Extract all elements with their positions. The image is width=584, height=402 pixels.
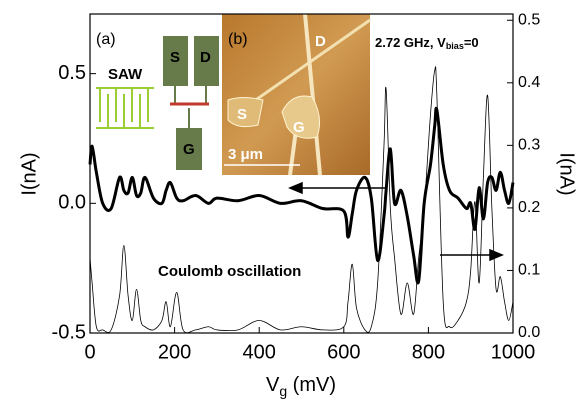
arrows: [290, 183, 502, 260]
wires: [175, 86, 206, 128]
y-axis-title: I(nA): [18, 152, 40, 195]
panel-label: (a): [96, 31, 116, 48]
box-label: G: [183, 141, 195, 158]
x-tick-label: 400: [243, 341, 276, 363]
y2-tick-label: 0.1: [518, 262, 540, 279]
y2-tick-label: 0.4: [518, 74, 540, 91]
saw-label: SAW: [108, 66, 143, 83]
image-label: D: [315, 33, 326, 50]
saw-transducer: [96, 88, 154, 128]
x-tick-label: 800: [412, 341, 445, 363]
series-annotation: Coulomb oscillation: [158, 263, 301, 280]
y-tick-label: 0.0: [58, 192, 86, 214]
y2-tick-label: 0.5: [518, 11, 540, 28]
x-axis-title: Vg (mV): [266, 374, 336, 398]
scale-label: 3 μm: [228, 146, 263, 163]
y-tick-label: -0.5: [52, 321, 86, 343]
image-label: G: [293, 119, 305, 136]
box-label: S: [170, 49, 180, 66]
y2-tick-label: 0.2: [518, 199, 540, 216]
panel-label: (b): [228, 31, 248, 48]
x-tick-label: 200: [158, 341, 191, 363]
condition-label: 2.72 GHz, Vbias=0: [375, 35, 479, 51]
y2-axis-title: I(nA): [556, 152, 578, 195]
box-label: D: [200, 49, 211, 66]
image-label: S: [237, 106, 247, 123]
y2-tick-label: 0.3: [518, 137, 540, 154]
x-tick-label: 600: [327, 341, 360, 363]
y-tick-label: 0.5: [58, 62, 86, 84]
y2-tick-label: 0.0: [518, 324, 540, 341]
x-tick-label: 1000: [491, 341, 536, 363]
chart: (b) D S G 3 μm (a) SAW S D G 2.72 GHz, V…: [0, 0, 584, 402]
x-tick-label: 0: [84, 341, 95, 363]
